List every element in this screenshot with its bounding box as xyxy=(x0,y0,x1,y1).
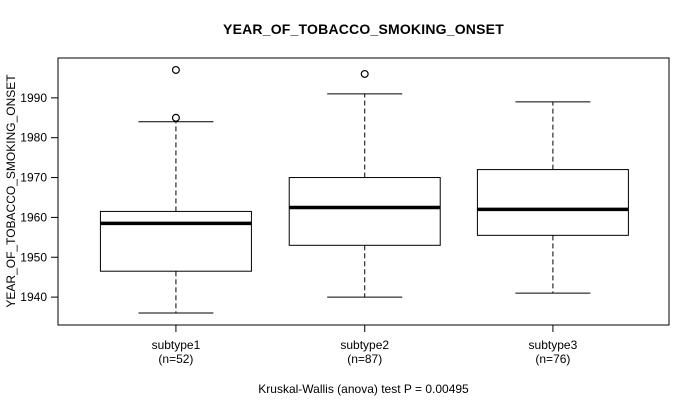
y-tick-label: 1990 xyxy=(20,91,47,105)
group-n-label-subtype2: (n=87) xyxy=(347,352,382,366)
y-tick-label: 1950 xyxy=(20,250,47,264)
y-tick-label: 1970 xyxy=(20,171,47,185)
kruskal-wallis-caption: Kruskal-Wallis (anova) test P = 0.00495 xyxy=(258,382,469,396)
group-label-subtype2: subtype2 xyxy=(340,338,389,352)
outlier-point xyxy=(360,69,369,78)
chart-title: YEAR_OF_TOBACCO_SMOKING_ONSET xyxy=(223,21,504,37)
iqr-box-subtype3 xyxy=(476,169,629,236)
group-n-label-subtype3: (n=76) xyxy=(535,352,570,366)
y-tick-label: 1940 xyxy=(20,290,47,304)
group-label-subtype3: subtype3 xyxy=(529,338,578,352)
y-tick-label: 1960 xyxy=(20,210,47,224)
iqr-box-subtype2 xyxy=(288,177,441,246)
y-tick-label: 1980 xyxy=(20,131,47,145)
outlier-point xyxy=(171,113,180,122)
group-label-subtype1: subtype1 xyxy=(152,338,201,352)
plot-frame xyxy=(57,57,670,326)
iqr-box-subtype1 xyxy=(99,210,252,272)
outlier-point xyxy=(171,65,180,74)
group-n-label-subtype1: (n=52) xyxy=(158,352,193,366)
